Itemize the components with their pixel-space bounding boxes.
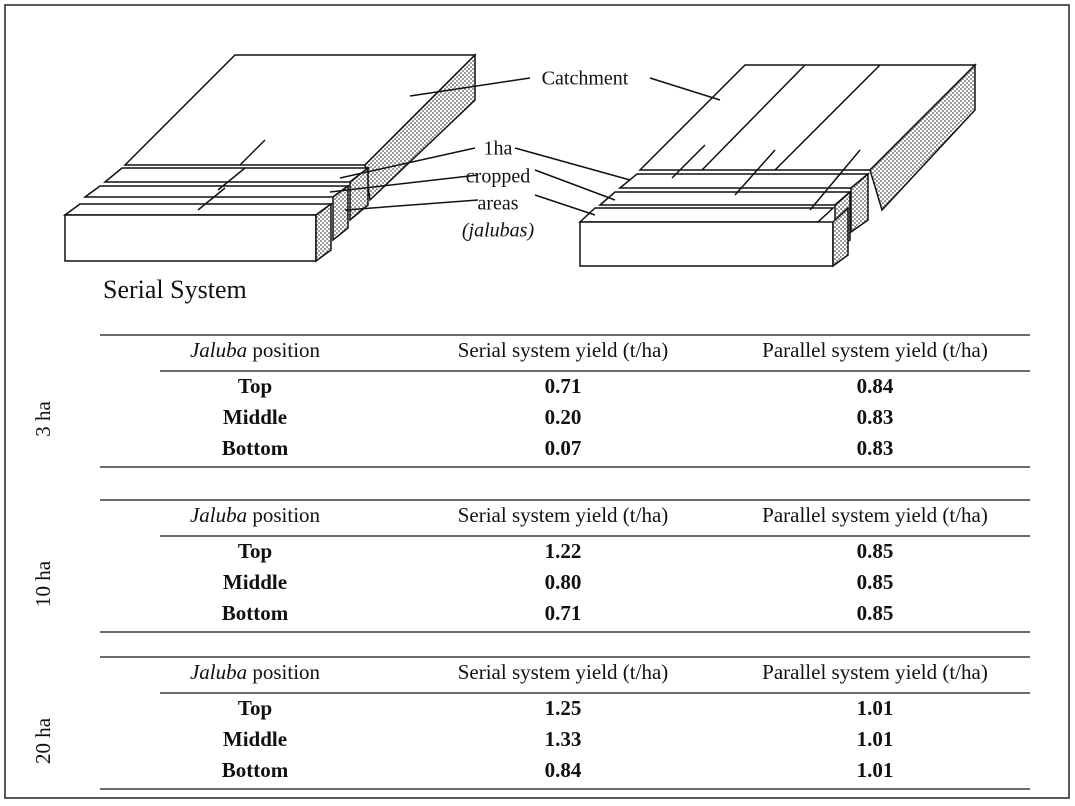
- diagram-label: areas: [477, 193, 518, 215]
- table-cell: Bottom: [222, 601, 289, 625]
- diagram-label: cropped: [466, 166, 530, 188]
- table-cell: 0.71: [545, 374, 582, 398]
- header-italic: Jaluba: [190, 660, 247, 684]
- diagram-label: 1ha: [484, 138, 513, 160]
- column-header: Jaluba position: [190, 660, 321, 684]
- header-italic: Jaluba: [190, 503, 247, 527]
- size-label: 10 ha: [31, 560, 55, 607]
- table-cell: 0.85: [857, 570, 894, 594]
- table-cell: Middle: [223, 570, 287, 594]
- parallel-diagram: [580, 65, 975, 266]
- table-cell: Bottom: [222, 758, 289, 782]
- tables: Jaluba position Serial system yield (t/ha…: [31, 335, 1030, 789]
- table-cell: 0.85: [857, 539, 894, 563]
- size-label: 20 ha: [31, 717, 55, 764]
- table-cell: 0.83: [857, 436, 894, 460]
- table-cell: Middle: [223, 727, 287, 751]
- table-cell: Middle: [223, 405, 287, 429]
- size-label: 3 ha: [31, 401, 55, 437]
- column-header: Parallel system yield (t/ha): [762, 660, 988, 684]
- column-header: Jaluba position: [190, 338, 321, 362]
- table-cell: 0.80: [545, 570, 582, 594]
- header-italic: Jaluba: [190, 338, 247, 362]
- caption: Serial System: [103, 275, 247, 304]
- table-cell: 0.71: [545, 601, 582, 625]
- table-cell: 0.20: [545, 405, 582, 429]
- table-cell: 0.83: [857, 405, 894, 429]
- column-header: Serial system yield (t/ha): [458, 660, 669, 684]
- diagram-label: Catchment: [542, 68, 629, 90]
- column-header: Serial system yield (t/ha): [458, 338, 669, 362]
- table-cell: 1.01: [857, 727, 894, 751]
- column-header: Jaluba position: [190, 503, 321, 527]
- figure: Catchment 1ha cropped areas (jalubas) Se…: [0, 0, 1075, 801]
- table-cell: 1.33: [545, 727, 582, 751]
- table-cell: 1.01: [857, 758, 894, 782]
- table-cell: Top: [238, 539, 272, 563]
- table-cell: 0.85: [857, 601, 894, 625]
- column-header: Parallel system yield (t/ha): [762, 503, 988, 527]
- header-text: position: [252, 338, 320, 362]
- table-cell: 1.01: [857, 696, 894, 720]
- table-cell: 0.84: [857, 374, 894, 398]
- table-cell: 0.84: [545, 758, 582, 782]
- diagram-label: (jalubas): [462, 220, 535, 242]
- table-cell: 1.22: [545, 539, 582, 563]
- column-header: Parallel system yield (t/ha): [762, 338, 988, 362]
- column-header: Serial system yield (t/ha): [458, 503, 669, 527]
- table-cell: Bottom: [222, 436, 289, 460]
- table-cell: Top: [238, 374, 272, 398]
- serial-diagram: [65, 55, 475, 261]
- table-cell: 1.25: [545, 696, 582, 720]
- table-cell: Top: [238, 696, 272, 720]
- table-cell: 0.07: [545, 436, 582, 460]
- header-text: position: [252, 503, 320, 527]
- header-text: position: [252, 660, 320, 684]
